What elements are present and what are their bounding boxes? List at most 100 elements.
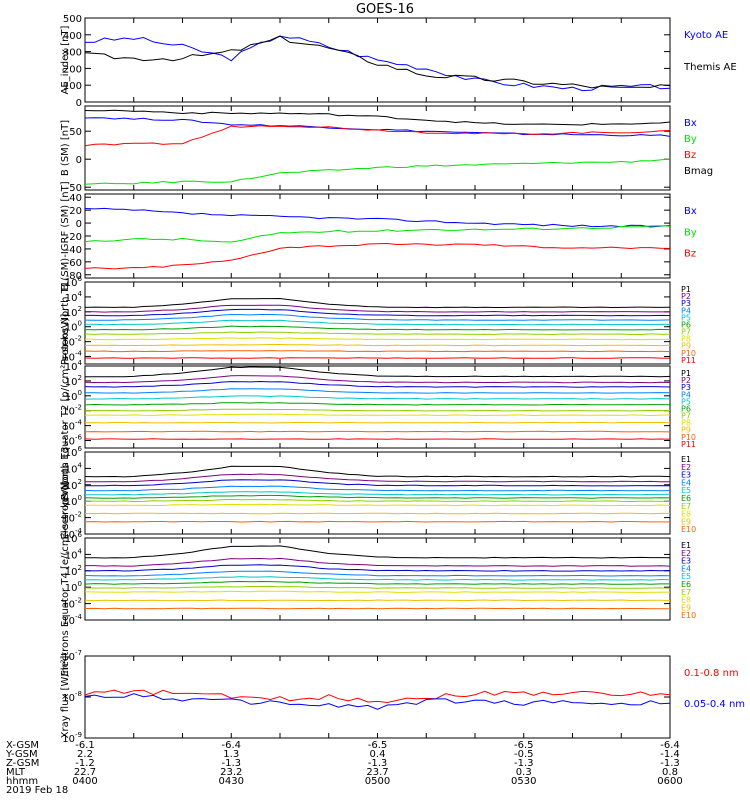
channel-line-e1 bbox=[84, 465, 671, 478]
channel-line-p9 bbox=[84, 344, 671, 347]
legend-label: By bbox=[684, 227, 697, 238]
channel-label: P11 bbox=[681, 440, 696, 449]
series-line-themis-ae bbox=[84, 35, 671, 89]
channel-label: P5 bbox=[681, 397, 691, 406]
series-line-kyoto-ae bbox=[84, 35, 671, 92]
channel-line-p2 bbox=[84, 375, 671, 384]
y-tick-label: 10-2 bbox=[62, 404, 82, 418]
channel-line-p8 bbox=[85, 413, 671, 417]
channel-label: E6 bbox=[681, 580, 691, 589]
channel-line-p2 bbox=[84, 304, 670, 313]
y-axis-label: AE_index [nT] bbox=[60, 25, 71, 94]
plot-title: GOES-16 bbox=[356, 2, 414, 17]
channel-label: E8 bbox=[681, 510, 691, 519]
y-tick-label: 10-7 bbox=[62, 649, 82, 663]
legend-label: Bz bbox=[684, 150, 696, 161]
channel-label: P6 bbox=[681, 404, 691, 413]
ephemeris-label: hhmm bbox=[6, 776, 38, 787]
ephemeris-value: -6.5 bbox=[514, 740, 534, 751]
channel-line-p11 bbox=[84, 357, 671, 359]
channel-line-p7 bbox=[84, 408, 671, 412]
channel-label: P10 bbox=[681, 349, 696, 358]
y-tick-label: 102 bbox=[65, 305, 82, 319]
channel-label: E2 bbox=[681, 463, 691, 472]
channel-line-e6 bbox=[84, 494, 671, 499]
channel-line-e9 bbox=[84, 599, 671, 602]
channel-line-e7 bbox=[84, 498, 671, 503]
ephemeris-value: 0600 bbox=[657, 776, 682, 787]
channel-line-e5 bbox=[84, 576, 671, 581]
channel-label: E2 bbox=[681, 549, 691, 558]
series-line-bmag bbox=[84, 109, 671, 126]
y-tick-label: 100 bbox=[65, 389, 82, 403]
y-tick-label: 100 bbox=[65, 494, 82, 508]
channel-line-e8 bbox=[84, 590, 671, 593]
ephemeris-value: 23.7 bbox=[366, 767, 388, 778]
channel-line-p5 bbox=[84, 395, 671, 400]
y-tick-label: 100 bbox=[63, 81, 82, 92]
channel-label: E5 bbox=[681, 572, 691, 581]
y-axis-label: B (SM) [nT] bbox=[60, 120, 71, 176]
legend-label: Kyoto AE bbox=[684, 30, 728, 41]
channel-line-e1 bbox=[85, 545, 671, 559]
channel-label: P3 bbox=[681, 299, 691, 308]
channel-line-p4 bbox=[84, 313, 671, 321]
channel-label: P9 bbox=[681, 342, 691, 351]
channel-line-p11 bbox=[84, 438, 671, 440]
ephemeris-value: -1.4 bbox=[660, 749, 680, 760]
y-tick-label: 10-6 bbox=[62, 434, 82, 448]
channel-line-e10 bbox=[84, 520, 671, 523]
y-tick-label: 10-2 bbox=[62, 335, 82, 349]
channel-label: E9 bbox=[681, 517, 691, 526]
channel-line-e4 bbox=[84, 485, 671, 492]
y-axis-label: Electrons Equator T4 [e/(cm²-s-sr-keV)] bbox=[60, 481, 71, 676]
ephemeris-value: -1.3 bbox=[221, 758, 241, 769]
series-line-bx bbox=[84, 207, 671, 228]
ephemeris-label: 2019 Feb 18 bbox=[6, 785, 68, 796]
channel-label: P7 bbox=[681, 328, 691, 337]
channel-label: E4 bbox=[681, 564, 691, 573]
legend-label: Bmag bbox=[684, 166, 713, 177]
channel-line-p3 bbox=[84, 380, 671, 388]
series-line-0-05-0-4-nm bbox=[84, 693, 671, 710]
channel-label: P10 bbox=[681, 433, 696, 442]
channel-line-e2 bbox=[84, 473, 670, 483]
y-tick-label: 50 bbox=[69, 127, 82, 138]
channel-label: E9 bbox=[681, 603, 691, 612]
y-tick-label: 0 bbox=[76, 219, 82, 230]
channel-line-p1 bbox=[84, 297, 671, 309]
y-tick-label: 10-9 bbox=[62, 731, 82, 745]
channel-label: E10 bbox=[681, 611, 696, 620]
ephemeris-value: 0.8 bbox=[662, 767, 678, 778]
ephemeris-value: 0400 bbox=[72, 776, 97, 787]
y-tick-label: 10-8 bbox=[62, 690, 82, 704]
channel-label: E5 bbox=[681, 486, 691, 495]
y-tick-label: 10-4 bbox=[62, 419, 82, 433]
ephemeris-value: 0530 bbox=[511, 776, 536, 787]
channel-line-p6 bbox=[84, 325, 671, 331]
y-tick-label: 10-4 bbox=[62, 527, 82, 541]
channel-label: E7 bbox=[681, 588, 691, 597]
channel-line-e7 bbox=[84, 585, 671, 589]
channel-label: P3 bbox=[681, 383, 691, 392]
y-tick-label: 100 bbox=[65, 320, 82, 334]
channel-line-e6 bbox=[84, 580, 670, 585]
channel-label: P2 bbox=[681, 292, 691, 301]
y-axis-label: Electrons North T3 bbox=[60, 446, 71, 539]
channel-line-p1 bbox=[85, 366, 671, 378]
y-tick-label: 102 bbox=[65, 564, 82, 578]
panel-frame bbox=[84, 105, 671, 191]
channel-line-p9 bbox=[84, 421, 671, 424]
y-tick-label: 104 bbox=[65, 461, 83, 475]
y-tick-label: 10-2 bbox=[62, 597, 82, 611]
y-tick-label: 104 bbox=[65, 547, 83, 561]
y-tick-label: -60 bbox=[66, 258, 82, 269]
channel-line-p10 bbox=[84, 350, 671, 353]
y-tick-label: 200 bbox=[63, 64, 82, 75]
y-tick-label: 104 bbox=[65, 359, 83, 373]
channel-line-e10 bbox=[84, 607, 670, 610]
legend-label: 0.05-0.4 nm bbox=[684, 699, 745, 710]
y-tick-label: 20 bbox=[69, 206, 82, 217]
y-tick-label: 0 bbox=[76, 98, 82, 109]
